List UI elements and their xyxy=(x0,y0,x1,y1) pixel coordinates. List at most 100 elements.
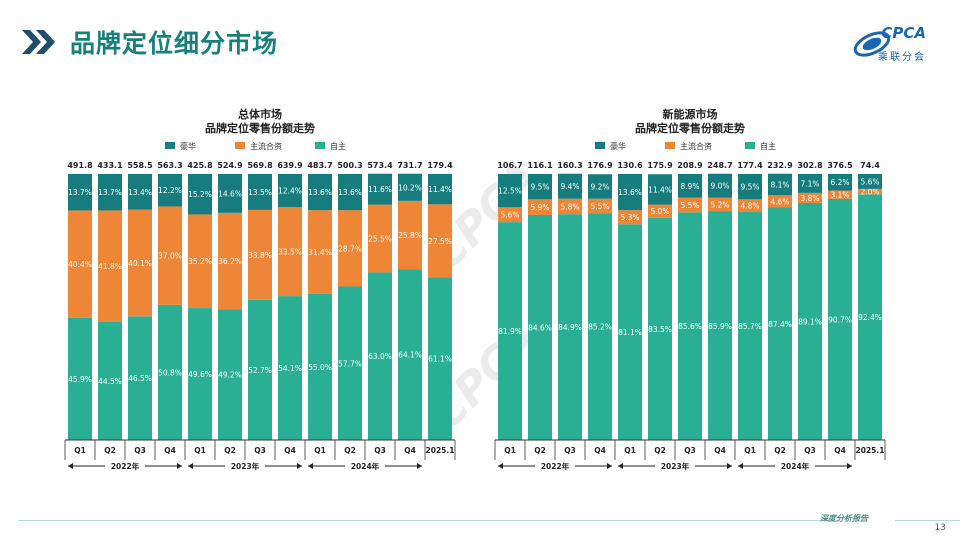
bar-segment xyxy=(188,308,212,440)
bar-segment xyxy=(218,174,242,213)
bar-segment xyxy=(368,173,392,205)
data-label: 41.8% xyxy=(98,262,122,271)
total-label: 179.4 xyxy=(427,161,453,170)
footer-label: 深度分析报告 xyxy=(820,514,868,523)
data-label: 54.1% xyxy=(278,364,302,373)
bar-segment xyxy=(68,317,92,440)
data-label: 11.6% xyxy=(368,185,392,194)
data-label: 5.5% xyxy=(680,201,699,210)
bar-segment xyxy=(768,207,792,440)
bar-segment xyxy=(798,174,822,193)
bar-segment xyxy=(588,213,612,440)
data-label: 85.9% xyxy=(708,322,732,331)
arrow-right-icon xyxy=(177,463,182,469)
bar-segment xyxy=(278,174,302,207)
bar-segment xyxy=(858,188,882,195)
bar-segment xyxy=(648,204,672,218)
category-label: Q3 xyxy=(134,446,146,455)
bar-segment xyxy=(158,206,182,305)
category-label: Q1 xyxy=(74,446,86,455)
cpca-logo: CPCA 乘联分会 xyxy=(852,22,944,66)
bar-segment xyxy=(648,174,672,205)
total-label: 433.1 xyxy=(97,161,123,170)
data-label: 46.5% xyxy=(128,374,152,383)
data-label: 31.4% xyxy=(308,248,332,257)
footer-divider xyxy=(895,520,960,521)
total-label: 483.7 xyxy=(307,161,332,170)
bar-segment xyxy=(648,217,672,440)
arrow-right-icon xyxy=(847,463,852,469)
bar-segment xyxy=(828,198,852,440)
data-label: 12.4% xyxy=(278,186,302,195)
bar-segment xyxy=(768,173,792,196)
data-label: 44.5% xyxy=(98,377,122,386)
legend-label: 自主 xyxy=(760,141,776,151)
bar-segment xyxy=(798,202,822,440)
bar-segment xyxy=(678,212,702,440)
bar-segment xyxy=(828,190,852,199)
data-label: 4.6% xyxy=(770,197,789,206)
data-label: 5.6% xyxy=(860,177,879,186)
bar-segment xyxy=(498,174,522,208)
legend-label: 豪华 xyxy=(610,141,626,151)
data-label: 27.5% xyxy=(428,237,452,246)
page-number: 13 xyxy=(934,523,946,533)
category-label: Q3 xyxy=(804,446,816,455)
data-label: 50.8% xyxy=(158,368,182,377)
category-label: Q1 xyxy=(504,446,516,455)
year-label: 2022年 xyxy=(541,461,570,471)
category-label: Q2 xyxy=(104,446,116,455)
total-label: 175.9 xyxy=(647,161,673,170)
total-label: 639.9 xyxy=(277,161,303,170)
bar-segment xyxy=(398,173,422,201)
bar-segment xyxy=(128,174,152,210)
category-label: Q2 xyxy=(654,446,666,455)
data-label: 85.7% xyxy=(738,322,762,331)
arrow-left-icon xyxy=(498,463,503,469)
category-label: Q4 xyxy=(284,446,296,455)
bar-segment xyxy=(218,212,242,310)
category-label: Q4 xyxy=(834,446,846,455)
double-chevron-icon xyxy=(22,30,55,54)
data-label: 84.9% xyxy=(558,323,582,332)
data-label: 5.6% xyxy=(500,211,519,220)
data-label: 7.1% xyxy=(800,179,819,188)
data-label: 5.5% xyxy=(590,202,609,211)
bar-segment xyxy=(738,174,762,200)
arrow-right-icon xyxy=(727,463,732,469)
category-label: Q1 xyxy=(314,446,326,455)
bar-segment xyxy=(218,309,242,440)
bar-segment xyxy=(368,272,392,440)
category-label: Q2 xyxy=(774,446,786,455)
data-label: 63.0% xyxy=(368,352,392,361)
data-label: 57.7% xyxy=(338,359,362,368)
data-label: 90.7% xyxy=(828,315,852,324)
bar-segment xyxy=(338,286,362,440)
bar-segment xyxy=(308,210,332,294)
bar-segment xyxy=(128,316,152,440)
data-label: 8.1% xyxy=(770,181,789,190)
data-label: 85.2% xyxy=(588,323,612,332)
data-label: 84.6% xyxy=(528,323,552,332)
data-label: 9.2% xyxy=(590,183,609,192)
total-label: 208.9 xyxy=(677,161,703,170)
arrow-left-icon xyxy=(188,463,193,469)
data-label: 13.6% xyxy=(338,188,362,197)
bar-segment xyxy=(528,199,552,215)
data-label: 3.1% xyxy=(830,191,849,200)
total-label: 376.5 xyxy=(827,161,853,170)
bar-segment xyxy=(528,174,552,200)
data-label: 13.7% xyxy=(68,188,92,197)
data-label: 52.7% xyxy=(248,366,272,375)
data-label: 12.5% xyxy=(498,187,522,196)
data-label: 89.1% xyxy=(798,317,822,326)
data-label: 9.4% xyxy=(560,182,579,191)
category-label: Q3 xyxy=(254,446,266,455)
total-label: 425.8 xyxy=(187,161,213,170)
data-label: 33.5% xyxy=(278,248,302,257)
chart-subtitle: 品牌定位零售份额走势 xyxy=(635,121,745,135)
bar-segment xyxy=(428,204,452,278)
data-label: 35.2% xyxy=(188,257,212,266)
data-label: 9.5% xyxy=(530,183,549,192)
data-label: 25.8% xyxy=(398,231,422,240)
